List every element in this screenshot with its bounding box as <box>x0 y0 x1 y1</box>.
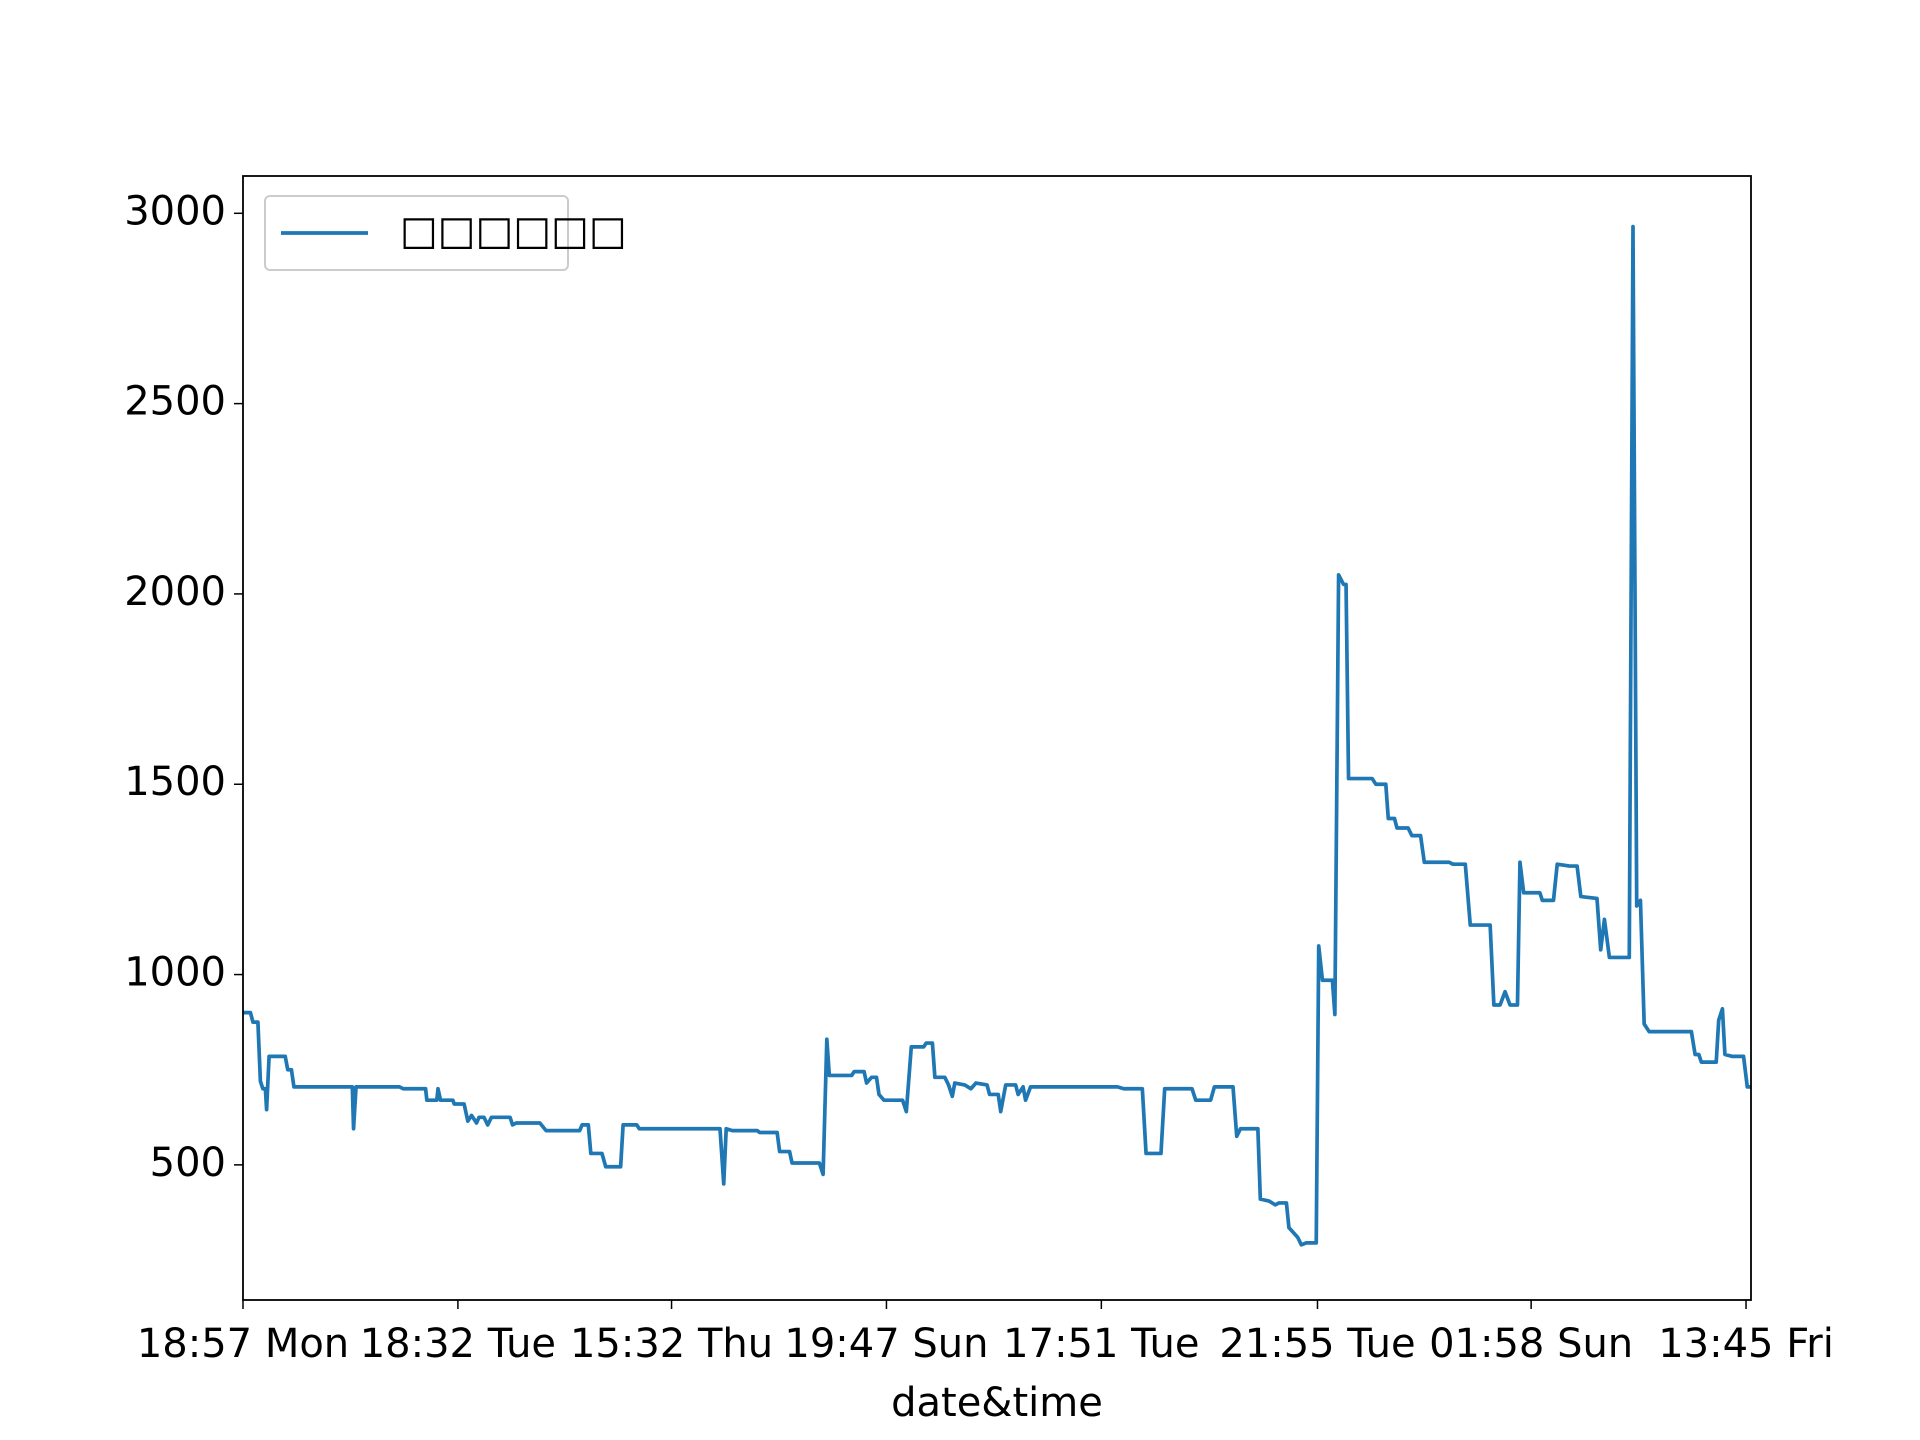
y-tick-label: 500 <box>150 1140 226 1186</box>
x-tick-label: 17:51 Tue <box>1003 1321 1199 1367</box>
x-tick-label: 13:45 Fri <box>1658 1321 1834 1367</box>
x-tick-label: 18:32 Tue <box>360 1321 556 1367</box>
x-axis-label: date&time <box>891 1380 1103 1426</box>
data-line <box>243 224 1751 1247</box>
x-tick-label: 15:32 Thu <box>570 1321 773 1367</box>
y-tick-label: 1500 <box>124 759 226 805</box>
x-tick-label: 19:47 Sun <box>784 1321 988 1367</box>
x-tick-label: 01:58 Sun <box>1429 1321 1633 1367</box>
y-tick-label: 2500 <box>124 379 226 425</box>
legend-box <box>264 195 569 271</box>
y-tick-label: 2000 <box>124 569 226 615</box>
y-tick-label: 3000 <box>124 188 226 234</box>
plot-frame <box>242 175 1752 1301</box>
x-tick-label: 18:57 Mon <box>137 1321 349 1367</box>
y-tick-label: 1000 <box>124 950 226 996</box>
x-tick-label: 21:55 Tue <box>1219 1321 1415 1367</box>
legend-label: □□□□□□ <box>400 208 627 254</box>
